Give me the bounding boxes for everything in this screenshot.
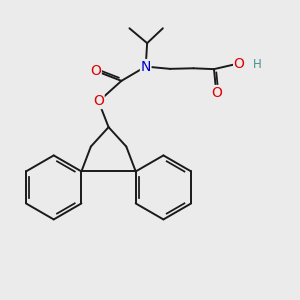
Text: H: H <box>253 58 262 70</box>
Text: O: O <box>211 85 222 100</box>
Text: O: O <box>90 64 101 78</box>
Text: O: O <box>234 57 244 71</box>
Text: O: O <box>93 94 104 108</box>
Text: N: N <box>140 60 151 74</box>
